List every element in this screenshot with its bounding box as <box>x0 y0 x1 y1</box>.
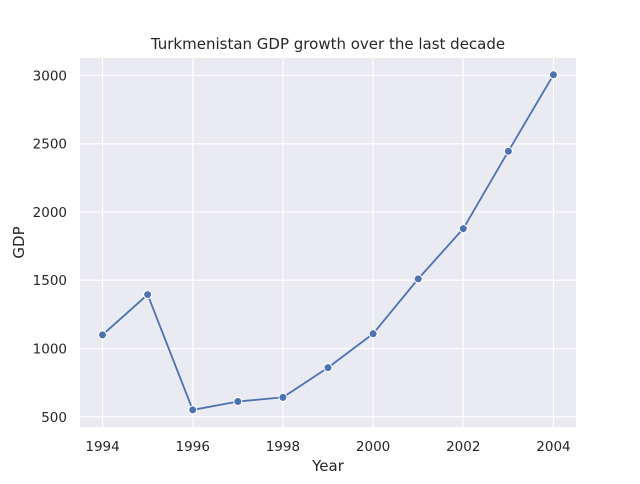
y-tick-labels: 500 1000 1500 2000 2500 3000 <box>33 68 67 425</box>
x-axis-label: Year <box>311 457 345 475</box>
y-tick-label: 500 <box>41 410 67 426</box>
data-point <box>98 330 108 340</box>
series-layer <box>98 70 558 415</box>
data-point <box>278 392 288 402</box>
data-point <box>233 396 243 406</box>
y-tick-label: 2000 <box>33 205 67 221</box>
y-tick-label: 1000 <box>33 342 67 358</box>
y-axis-label: GDP <box>10 226 28 258</box>
data-point <box>413 274 423 284</box>
data-point <box>323 363 333 373</box>
x-tick-label: 1998 <box>266 439 300 455</box>
x-tick-labels: 1994 1996 1998 2000 2002 2004 <box>85 439 570 455</box>
x-tick-label: 1996 <box>176 439 210 455</box>
grid-lines <box>80 58 576 427</box>
x-tick-label: 2000 <box>356 439 390 455</box>
y-tick-label: 2500 <box>33 137 67 153</box>
x-tick-label: 1994 <box>85 439 119 455</box>
data-point <box>503 146 513 156</box>
y-tick-label: 1500 <box>33 273 67 289</box>
chart-title: Turkmenistan GDP growth over the last de… <box>150 35 505 53</box>
y-tick-label: 3000 <box>33 68 67 84</box>
data-point <box>368 329 378 339</box>
data-point <box>548 70 558 80</box>
data-point <box>188 405 198 415</box>
x-tick-label: 2004 <box>536 439 570 455</box>
x-tick-label: 2002 <box>446 439 480 455</box>
data-point <box>458 224 468 234</box>
data-point <box>143 290 153 300</box>
